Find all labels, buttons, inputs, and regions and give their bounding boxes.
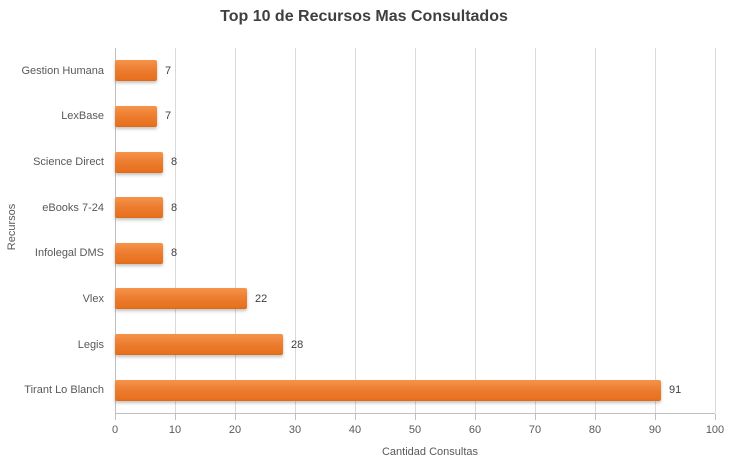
bar-legis	[115, 334, 283, 356]
axis-tick-mark	[355, 414, 356, 420]
axis-tick-mark	[175, 414, 176, 420]
plot-area: 7 7 8 8 8 22 28 91	[115, 48, 716, 414]
x-tick-label: 60	[468, 424, 482, 436]
gridline	[175, 48, 176, 413]
bar-value-label: 8	[171, 201, 178, 214]
x-tick-label: 80	[588, 424, 602, 436]
category-label: LexBase	[61, 110, 104, 123]
x-tick-label: 30	[288, 424, 302, 436]
gridline	[655, 48, 656, 413]
axis-tick-mark	[535, 414, 536, 420]
category-label: Gestion Humana	[21, 64, 104, 77]
x-axis-title: Cantidad Consultas	[381, 446, 478, 458]
x-tick-label: 10	[168, 424, 182, 436]
axis-tick-mark	[295, 414, 296, 420]
bar-row: 91	[115, 367, 715, 413]
axis-tick-mark	[655, 414, 656, 420]
bar-row: 8	[115, 185, 715, 231]
axis-tick-mark	[475, 414, 476, 420]
bar-tirant-lo-blanch	[115, 379, 661, 401]
category-label: Legis	[77, 338, 104, 351]
axis-tick-mark	[595, 414, 596, 420]
gridline	[235, 48, 236, 413]
x-tick-label: 100	[705, 424, 725, 436]
bar-value-label: 8	[171, 156, 178, 169]
x-tick-label: 0	[111, 424, 119, 436]
chart-title: Top 10 de Recursos Mas Consultados	[220, 8, 508, 25]
bar-value-label: 22	[255, 292, 268, 305]
bar-vlex	[115, 288, 247, 310]
bar-science-direct	[115, 151, 163, 173]
bar-value-label: 91	[669, 384, 682, 397]
bar-row: 7	[115, 94, 715, 140]
x-tick-label: 70	[528, 424, 542, 436]
bar-row: 8	[115, 231, 715, 277]
category-axis-line	[115, 48, 116, 413]
bar-row: 8	[115, 139, 715, 185]
bar-value-label: 7	[165, 110, 172, 123]
bar-value-label: 8	[171, 247, 178, 260]
gridline	[595, 48, 596, 413]
bar-row: 7	[115, 48, 715, 94]
category-label: Infolegal DMS	[34, 247, 104, 260]
gridline	[355, 48, 356, 413]
axis-tick-mark	[115, 414, 116, 420]
bar-value-label: 28	[291, 338, 304, 351]
bar-row: 22	[115, 276, 715, 322]
category-label: eBooks 7-24	[42, 201, 104, 214]
gridline	[715, 48, 716, 413]
bar-gestion-humana	[115, 60, 157, 82]
bar-value-label: 7	[165, 64, 172, 77]
gridline	[475, 48, 476, 413]
x-tick-label: 50	[408, 424, 422, 436]
bar-infolegal-dms	[115, 242, 163, 264]
axis-tick-mark	[235, 414, 236, 420]
gridline	[535, 48, 536, 413]
bar-ebooks-7-24	[115, 197, 163, 219]
x-tick-label: 90	[648, 424, 662, 436]
x-tick-label: 20	[228, 424, 242, 436]
bar-lexbase	[115, 105, 157, 127]
category-label: Tirant Lo Blanch	[24, 384, 104, 397]
axis-tick-mark	[715, 414, 716, 420]
gridline	[295, 48, 296, 413]
category-label: Vlex	[82, 292, 104, 305]
axis-tick-mark	[415, 414, 416, 420]
x-tick-label: 40	[348, 424, 362, 436]
category-label: Science Direct	[33, 156, 104, 169]
gridline	[415, 48, 416, 413]
bar-row: 28	[115, 322, 715, 368]
